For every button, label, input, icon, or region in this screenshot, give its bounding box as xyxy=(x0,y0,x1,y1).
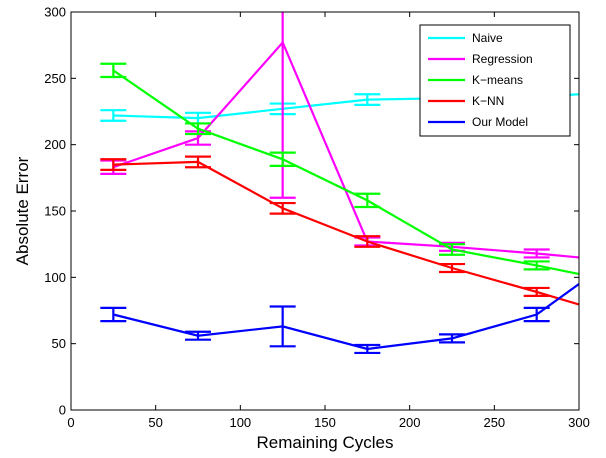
x-tick-label: 150 xyxy=(314,415,336,430)
y-tick-label: 200 xyxy=(44,137,66,152)
y-tick-label: 0 xyxy=(59,403,66,418)
error-bar xyxy=(354,93,381,106)
y-tick-label: 250 xyxy=(44,71,66,86)
x-tick-label: 0 xyxy=(67,415,74,430)
x-tick-label: 300 xyxy=(568,415,590,430)
error-bar xyxy=(523,286,550,298)
error-bar xyxy=(523,306,550,323)
x-axis-label: Remaining Cycles xyxy=(257,433,394,452)
legend-label: Our Model xyxy=(472,115,528,129)
error-bar xyxy=(439,262,465,274)
y-tick-label: 150 xyxy=(44,204,66,219)
error-bar xyxy=(100,109,127,122)
error-bar xyxy=(185,155,211,169)
legend-label: K−means xyxy=(472,73,523,87)
y-tick-label: 300 xyxy=(44,5,66,20)
error-bar xyxy=(185,122,211,136)
legend: Naive Regression K−means K−NN Our Model xyxy=(419,24,571,137)
error-bar xyxy=(354,192,381,209)
series-layer xyxy=(100,12,579,355)
error-bar xyxy=(269,305,296,348)
axis-ticks: 0 50 100 150 200 250 300 0 50 100 150 200 250 300 xyxy=(44,5,590,431)
error-bar xyxy=(439,243,465,256)
error-bar xyxy=(100,306,127,323)
x-tick-label: 200 xyxy=(399,415,421,430)
legend-label: K−NN xyxy=(472,94,504,108)
series-2 xyxy=(100,62,579,276)
error-bar xyxy=(269,201,296,215)
error-bar xyxy=(100,158,127,171)
y-axis-label: Absolute Error xyxy=(13,156,32,265)
x-tick-label: 100 xyxy=(229,415,251,430)
plot-frame xyxy=(70,11,580,411)
error-bar xyxy=(523,248,550,259)
error-bar xyxy=(354,343,381,355)
x-tick-label: 50 xyxy=(148,415,162,430)
error-bar xyxy=(269,151,296,167)
error-bar xyxy=(185,330,211,341)
error-bar xyxy=(269,12,296,199)
error-bar xyxy=(354,235,381,248)
error-bar xyxy=(100,62,127,79)
legend-label: Regression xyxy=(472,52,533,66)
legend-label: Naive xyxy=(472,31,503,45)
series-3 xyxy=(100,155,579,306)
error-bar xyxy=(523,260,550,271)
error-bar xyxy=(439,333,465,344)
x-tick-label: 250 xyxy=(483,415,505,430)
y-tick-label: 100 xyxy=(44,270,66,285)
series-4 xyxy=(100,282,579,355)
y-tick-label: 50 xyxy=(52,336,66,351)
